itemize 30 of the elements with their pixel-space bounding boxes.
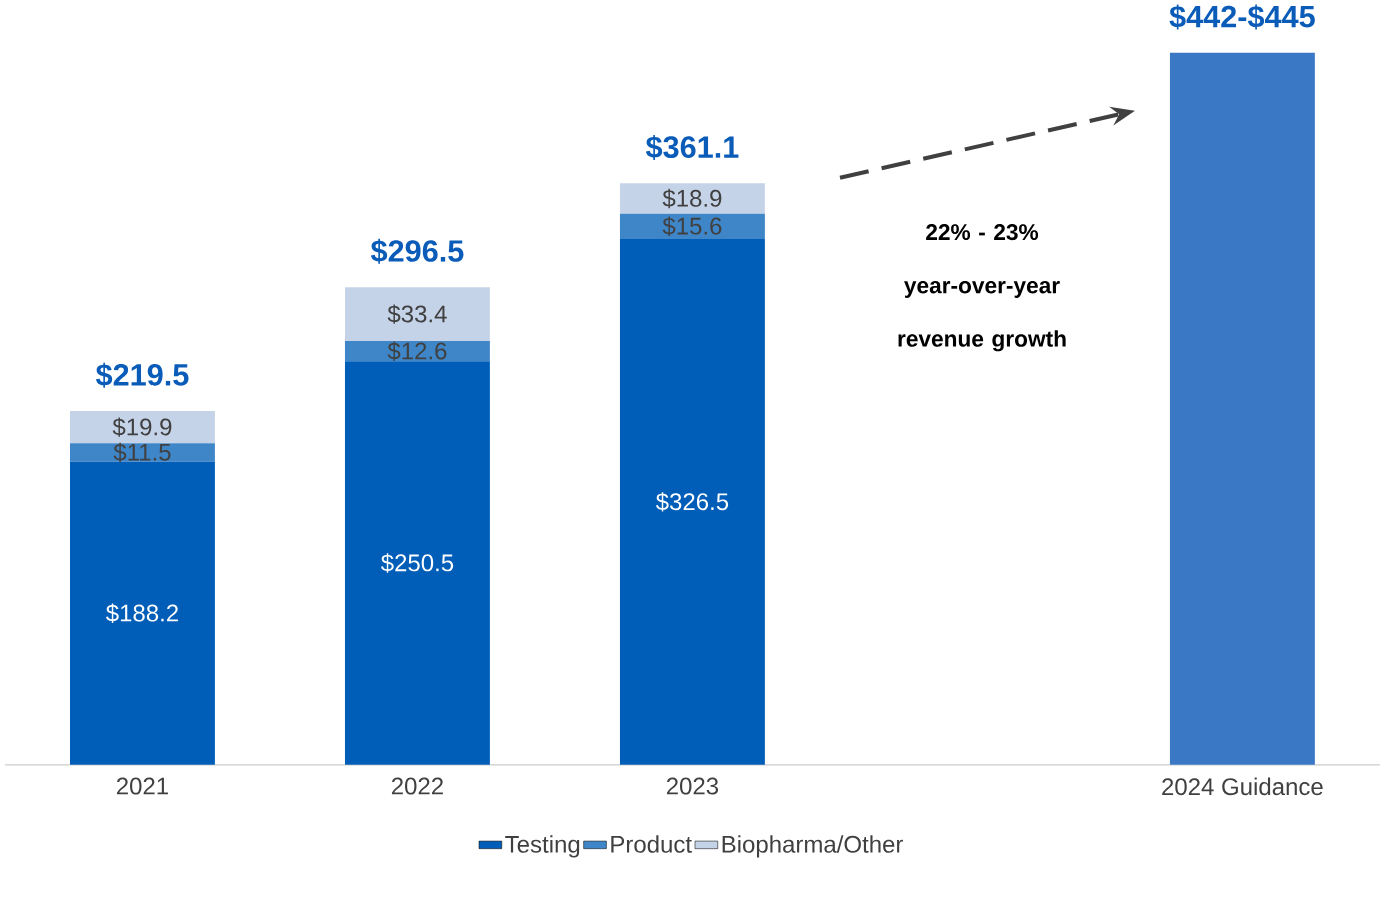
- bar: [344, 287, 490, 342]
- legend-label: Testing: [505, 835, 580, 858]
- bar: [69, 443, 215, 462]
- data-label: $250.5: [380, 553, 454, 573]
- text: 22% - 23% year-over-year revenue growth: [898, 224, 1066, 352]
- bar: [1169, 52, 1315, 765]
- bar: [69, 411, 215, 444]
- x-tick-label: 2024 Guidance: [1162, 777, 1323, 796]
- x-tick-label: 2021: [116, 777, 168, 795]
- data-label: $33.4: [387, 304, 447, 324]
- bar: [69, 461, 215, 765]
- data-label: $11.5: [113, 442, 171, 463]
- data-label: $19.9: [112, 417, 172, 437]
- bar: [619, 213, 765, 240]
- data-label: $188.2: [106, 603, 178, 624]
- data-label: $12.6: [387, 341, 447, 362]
- total-label: $219.5: [95, 362, 189, 388]
- data-label: $15.6: [662, 216, 722, 237]
- x-tick-label: 2023: [666, 777, 719, 795]
- data-label: $326.5: [655, 492, 729, 512]
- data-label: $18.9: [662, 188, 722, 209]
- x-tick-label: 2022: [391, 777, 443, 795]
- legend-label: Product: [611, 835, 692, 853]
- bar: [619, 183, 765, 214]
- total-label: $442-$445: [1169, 4, 1315, 30]
- legend-label: Biopharma/Other: [722, 835, 904, 858]
- total-label: $296.5: [370, 238, 464, 264]
- total-label: $361.1: [645, 135, 739, 161]
- bar: [619, 239, 765, 765]
- bar: [344, 361, 490, 765]
